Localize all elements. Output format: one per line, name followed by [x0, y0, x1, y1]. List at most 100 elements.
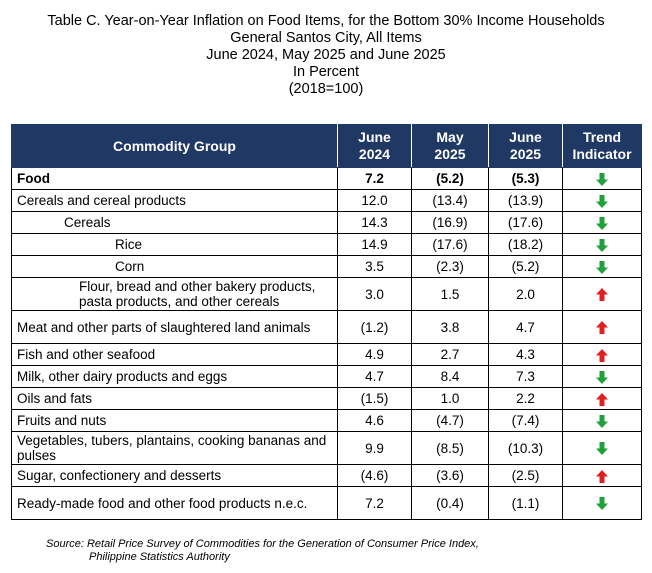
title-line-2: General Santos City, All Items [230, 30, 422, 46]
commodity-name-cell: Cereals and cereal products [11, 189, 338, 212]
table-row: Food 7.2 (5.2) (5.3) [11, 167, 642, 190]
trend-indicator-cell [562, 255, 642, 278]
trend-indicator-cell [562, 277, 642, 311]
commodity-name-cell: Fruits and nuts [11, 409, 338, 432]
trend-indicator-cell [562, 343, 642, 366]
table-row: Flour, bread and other bakery products, … [11, 277, 642, 311]
table-row: Milk, other dairy products and eggs 4.7 8.… [11, 365, 642, 388]
june-2025-value: (18.2) [488, 233, 563, 256]
table-row: Meat and other parts of slaughtered land… [11, 310, 642, 344]
june-2025-value: (13.9) [488, 189, 563, 212]
june-2024-value: 9.9 [337, 431, 412, 465]
june-2024-value: 4.7 [337, 365, 412, 388]
down-arrow-icon [596, 194, 608, 208]
june-2024-value: 7.2 [337, 167, 412, 190]
may-2025-value: (0.4) [411, 486, 489, 520]
up-arrow-icon [596, 469, 608, 483]
header-may-2025: May 2025 [411, 124, 489, 168]
trend-indicator-cell [562, 189, 642, 212]
down-arrow-icon [596, 414, 608, 428]
source-note: Source: Retail Price Survey of Commoditi… [46, 538, 646, 564]
trend-indicator-cell [562, 431, 642, 465]
up-arrow-icon [596, 348, 608, 362]
may-2025-value: (2.3) [411, 255, 489, 278]
june-2025-value: (10.3) [488, 431, 563, 465]
june-2025-value: 4.7 [488, 310, 563, 344]
trend-indicator-cell [562, 409, 642, 432]
header-june-2024: June 2024 [337, 124, 412, 168]
table-row: Cereals 14.3 (16.9) (17.6) [11, 211, 642, 234]
trend-indicator-cell [562, 167, 642, 190]
down-arrow-icon [596, 260, 608, 274]
trend-indicator-cell [562, 211, 642, 234]
table-row: Oils and fats (1.5) 1.0 2.2 [11, 387, 642, 410]
down-arrow-icon [596, 172, 608, 186]
table-title: Table C. Year-on-Year Inflation on Food … [0, 13, 652, 98]
trend-indicator-cell [562, 233, 642, 256]
june-2024-value: 14.9 [337, 233, 412, 256]
commodity-name-cell: Vegetables, tubers, plantains, cooking b… [11, 431, 338, 465]
commodity-name-cell: Sugar, confectionery and desserts [11, 464, 338, 487]
source-line-2: Philippine Statistics Authority [89, 551, 230, 563]
table-row: Fruits and nuts 4.6 (4.7) (7.4) [11, 409, 642, 432]
commodity-name-cell: Cereals [11, 211, 338, 234]
up-arrow-icon [596, 321, 608, 335]
down-arrow-icon [596, 216, 608, 230]
trend-indicator-cell [562, 486, 642, 520]
june-2024-value: 4.6 [337, 409, 412, 432]
commodity-name-cell: Milk, other dairy products and eggs [11, 365, 338, 388]
up-arrow-icon [596, 288, 608, 302]
june-2025-value: 4.3 [488, 343, 563, 366]
trend-indicator-cell [562, 387, 642, 410]
may-2025-value: 2.7 [411, 343, 489, 366]
may-2025-value: 3.8 [411, 310, 489, 344]
june-2025-value: 7.3 [488, 365, 563, 388]
trend-indicator-cell [562, 464, 642, 487]
down-arrow-icon [596, 238, 608, 252]
may-2025-value: (16.9) [411, 211, 489, 234]
june-2024-value: 3.0 [337, 277, 412, 311]
may-2025-value: (17.6) [411, 233, 489, 256]
down-arrow-icon [596, 497, 608, 511]
june-2025-value: (5.2) [488, 255, 563, 278]
commodity-name-cell: Ready-made food and other food products … [11, 486, 338, 520]
down-arrow-icon [596, 442, 608, 456]
table-row: Sugar, confectionery and desserts (4.6) (3… [11, 464, 642, 487]
table-row: Rice 14.9 (17.6) (18.2) [11, 233, 642, 256]
june-2024-value: (1.2) [337, 310, 412, 344]
up-arrow-icon [596, 392, 608, 406]
title-line-3: June 2024, May 2025 and June 2025 [206, 47, 446, 63]
june-2025-value: (7.4) [488, 409, 563, 432]
header-june-2025: June 2025 [488, 124, 563, 168]
june-2025-value: (1.1) [488, 486, 563, 520]
header-commodity-group: Commodity Group [11, 124, 338, 168]
may-2025-value: (13.4) [411, 189, 489, 212]
table-row: Vegetables, tubers, plantains, cooking b… [11, 431, 642, 465]
june-2024-value: 14.3 [337, 211, 412, 234]
june-2025-value: (5.3) [488, 167, 563, 190]
june-2024-value: 4.9 [337, 343, 412, 366]
commodity-name-cell: Oils and fats [11, 387, 338, 410]
june-2025-value: (2.5) [488, 464, 563, 487]
may-2025-value: (8.5) [411, 431, 489, 465]
table-row: Cereals and cereal products 12.0 (13.4) (13… [11, 189, 642, 212]
title-line-4: In Percent [292, 64, 360, 80]
commodity-name-cell: Meat and other parts of slaughtered land… [11, 310, 338, 344]
june-2024-value: 12.0 [337, 189, 412, 212]
header-trend-indicator: Trend Indicator [562, 124, 642, 168]
trend-indicator-cell [562, 310, 642, 344]
table-row: Fish and other seafood 4.9 2.7 4.3 [11, 343, 642, 366]
table-row: Corn 3.5 (2.3) (5.2) [11, 255, 642, 278]
may-2025-value: (3.6) [411, 464, 489, 487]
commodity-name-cell: Flour, bread and other bakery products, … [11, 277, 338, 311]
table-body: Food 7.2 (5.2) (5.3) Cereals and cereal prod… [11, 167, 642, 520]
june-2025-value: 2.2 [488, 387, 563, 410]
table-row: Ready-made food and other food products … [11, 486, 642, 520]
commodity-name-cell: Food [11, 167, 338, 190]
june-2025-value: 2.0 [488, 277, 563, 311]
commodity-name-cell: Rice [11, 233, 338, 256]
commodity-name-cell: Corn [11, 255, 338, 278]
june-2024-value: (4.6) [337, 464, 412, 487]
down-arrow-icon [596, 370, 608, 384]
inflation-table: Commodity Group June 2024 May 2025 June 202… [11, 124, 642, 520]
